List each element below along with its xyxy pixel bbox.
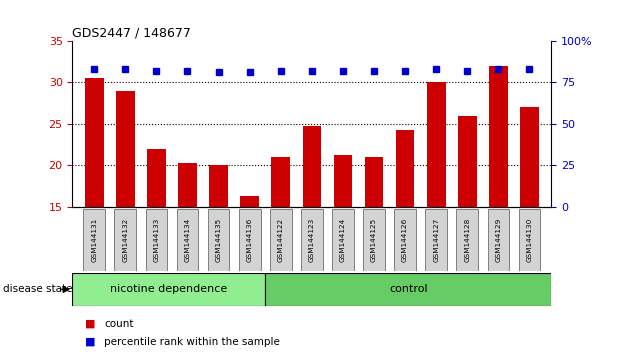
Bar: [146, 209, 168, 271]
Text: nicotine dependence: nicotine dependence: [110, 284, 227, 295]
Text: GSM144131: GSM144131: [91, 218, 97, 262]
Text: GSM144134: GSM144134: [185, 218, 190, 262]
Bar: [394, 209, 416, 271]
Bar: [396, 130, 415, 207]
Bar: [270, 209, 292, 271]
Bar: [115, 209, 136, 271]
Text: GSM144127: GSM144127: [433, 218, 439, 262]
Text: control: control: [389, 284, 428, 295]
Bar: [427, 82, 445, 207]
Text: GSM144132: GSM144132: [122, 218, 129, 262]
Bar: [85, 78, 103, 207]
Bar: [518, 209, 541, 271]
Bar: [301, 209, 323, 271]
Bar: [456, 209, 478, 271]
Bar: [489, 66, 508, 207]
Bar: [334, 155, 352, 207]
Text: GSM144128: GSM144128: [464, 218, 471, 262]
Bar: [458, 115, 477, 207]
Bar: [147, 149, 166, 207]
Bar: [209, 165, 228, 207]
Text: count: count: [104, 319, 134, 329]
Bar: [302, 126, 321, 207]
Text: percentile rank within the sample: percentile rank within the sample: [104, 337, 280, 347]
Text: GDS2447 / 148677: GDS2447 / 148677: [72, 27, 192, 40]
Bar: [265, 273, 551, 306]
Bar: [520, 107, 539, 207]
Bar: [208, 209, 229, 271]
Bar: [488, 209, 509, 271]
Text: GSM144130: GSM144130: [527, 218, 532, 262]
Text: ■: ■: [85, 337, 96, 347]
Bar: [116, 91, 135, 207]
Bar: [239, 209, 261, 271]
Text: GSM144136: GSM144136: [247, 218, 253, 262]
Text: GSM144125: GSM144125: [371, 218, 377, 262]
Text: disease state: disease state: [3, 284, 72, 295]
Bar: [72, 273, 265, 306]
Text: GSM144123: GSM144123: [309, 218, 315, 262]
Text: GSM144124: GSM144124: [340, 218, 346, 262]
Bar: [363, 209, 385, 271]
Text: GSM144122: GSM144122: [278, 218, 284, 262]
Bar: [425, 209, 447, 271]
Bar: [240, 196, 259, 207]
Bar: [365, 157, 384, 207]
Text: GSM144135: GSM144135: [215, 218, 222, 262]
Text: GSM144129: GSM144129: [495, 218, 501, 262]
Text: GSM144126: GSM144126: [402, 218, 408, 262]
Bar: [178, 163, 197, 207]
Text: ■: ■: [85, 319, 96, 329]
Bar: [83, 209, 105, 271]
Bar: [176, 209, 198, 271]
Text: GSM144133: GSM144133: [153, 218, 159, 262]
Bar: [272, 157, 290, 207]
Bar: [332, 209, 354, 271]
